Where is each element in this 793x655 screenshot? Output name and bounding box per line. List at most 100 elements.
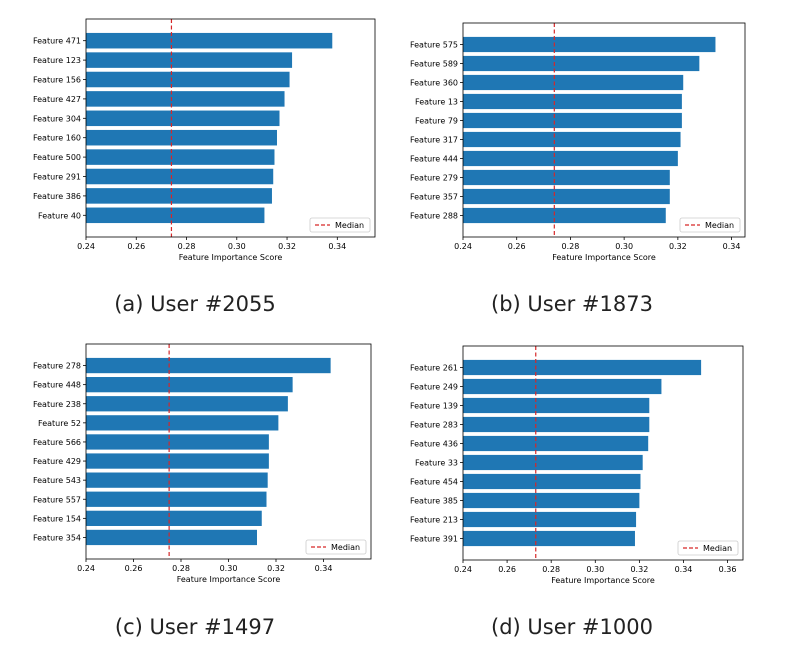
category-label-b-8: Feature 279 xyxy=(410,174,458,183)
bar-b-4 xyxy=(463,93,682,110)
legend-label-d: Median xyxy=(703,544,732,553)
xtick-label-d-3: 0.28 xyxy=(542,565,560,574)
bar-a-2 xyxy=(86,52,293,68)
bar-a-10 xyxy=(86,207,265,224)
category-label-a-10: Feature 40 xyxy=(38,211,81,220)
xtick-label-d-5: 0.32 xyxy=(630,565,648,574)
legend-label-a: Median xyxy=(335,221,364,230)
xaxis-label-d: Feature Importance Score xyxy=(551,576,655,585)
bar-d-1 xyxy=(463,359,702,376)
category-label-d-2: Feature 249 xyxy=(410,383,458,392)
bar-c-4 xyxy=(86,415,279,431)
xtick-label-b-4: 0.30 xyxy=(615,242,633,251)
category-label-a-6: Feature 160 xyxy=(33,134,81,143)
bar-d-10 xyxy=(463,530,635,547)
xtick-label-c-2: 0.26 xyxy=(125,564,143,573)
category-label-d-8: Feature 385 xyxy=(410,497,458,506)
category-label-b-6: Feature 317 xyxy=(410,136,458,145)
category-label-c-5: Feature 566 xyxy=(33,438,81,447)
category-label-d-1: Feature 261 xyxy=(410,364,458,373)
category-label-c-1: Feature 278 xyxy=(33,362,81,371)
xtick-label-d-1: 0.24 xyxy=(454,565,472,574)
category-label-b-4: Feature 13 xyxy=(415,98,458,107)
category-label-c-6: Feature 429 xyxy=(33,457,81,466)
xtick-label-c-3: 0.28 xyxy=(172,564,190,573)
bar-b-8 xyxy=(463,169,670,186)
xtick-label-d-6: 0.34 xyxy=(675,565,693,574)
xtick-label-b-2: 0.26 xyxy=(508,242,526,251)
bar-d-3 xyxy=(463,397,650,414)
xtick-label-a-4: 0.30 xyxy=(228,242,246,251)
bar-b-1 xyxy=(463,36,716,53)
xtick-label-c-6: 0.34 xyxy=(315,564,333,573)
xtick-label-a-1: 0.24 xyxy=(77,242,95,251)
axes-frame-a xyxy=(85,18,376,238)
category-label-a-9: Feature 386 xyxy=(33,192,81,201)
axes-frame-d xyxy=(462,345,744,561)
category-label-a-1: Feature 471 xyxy=(33,37,81,46)
bar-b-10 xyxy=(463,207,666,224)
category-label-a-7: Feature 500 xyxy=(33,153,81,162)
legend-box-b xyxy=(679,217,741,233)
xtick-label-b-1: 0.24 xyxy=(454,242,472,251)
bar-d-5 xyxy=(463,435,649,452)
bar-b-9 xyxy=(463,188,670,205)
category-label-d-10: Feature 391 xyxy=(410,535,458,544)
caption-a: (a) User #2055 xyxy=(114,292,276,316)
axes-frame-b xyxy=(462,22,746,238)
bar-a-1 xyxy=(86,32,333,49)
category-label-c-10: Feature 354 xyxy=(33,533,81,542)
bar-c-7 xyxy=(86,472,268,488)
legend-label-b: Median xyxy=(705,221,734,230)
xtick-label-b-3: 0.28 xyxy=(562,242,580,251)
category-label-d-5: Feature 436 xyxy=(410,440,458,449)
panel-a: Feature 471 Feature 123 Feature 156 Feature… xyxy=(33,18,376,262)
bar-c-2 xyxy=(86,377,293,393)
category-label-b-9: Feature 357 xyxy=(410,193,458,202)
bar-d-9 xyxy=(463,511,637,528)
category-label-a-8: Feature 291 xyxy=(33,173,81,182)
legend-box-a xyxy=(309,217,371,233)
caption-d: (d) User #1000 xyxy=(491,615,653,639)
bar-c-1 xyxy=(86,357,331,374)
bar-d-2 xyxy=(463,378,662,395)
panel-d: Feature 261 Feature 249 Feature 139 Feature… xyxy=(410,345,744,585)
xtick-label-d-7: 0.36 xyxy=(719,565,737,574)
xtick-label-d-2: 0.26 xyxy=(498,565,516,574)
category-label-d-4: Feature 283 xyxy=(410,421,458,430)
xaxis-label-c: Feature Importance Score xyxy=(177,575,281,584)
bar-c-8 xyxy=(86,491,267,507)
category-label-b-1: Feature 575 xyxy=(410,41,458,50)
category-label-c-7: Feature 543 xyxy=(33,476,81,485)
category-label-b-3: Feature 360 xyxy=(410,79,458,88)
category-label-a-3: Feature 156 xyxy=(33,76,81,85)
bar-c-9 xyxy=(86,510,262,526)
category-label-a-2: Feature 123 xyxy=(33,56,81,65)
bar-d-4 xyxy=(463,416,650,433)
bar-a-8 xyxy=(86,168,274,185)
category-label-c-4: Feature 52 xyxy=(38,419,81,428)
category-label-d-6: Feature 33 xyxy=(415,459,458,468)
bar-a-9 xyxy=(86,188,272,204)
category-label-c-8: Feature 557 xyxy=(33,495,81,504)
xaxis-label-b: Feature Importance Score xyxy=(552,253,656,262)
category-label-b-7: Feature 444 xyxy=(410,155,458,164)
panel-c: Feature 278 Feature 448 Feature 238 Feature… xyxy=(33,343,372,584)
category-label-a-4: Feature 427 xyxy=(33,95,81,104)
legend-label-c: Median xyxy=(331,543,360,552)
category-label-d-7: Feature 454 xyxy=(410,478,458,487)
panel-b: Feature 575 Feature 589 Feature 360 Feature… xyxy=(410,22,746,262)
bar-b-6 xyxy=(463,131,681,148)
caption-b: (b) User #1873 xyxy=(491,292,653,316)
xtick-label-c-1: 0.24 xyxy=(77,564,95,573)
bar-a-7 xyxy=(86,149,275,165)
legend-box-d xyxy=(677,540,739,556)
xtick-label-a-3: 0.28 xyxy=(178,242,196,251)
legend-box-c xyxy=(305,539,367,555)
category-label-b-10: Feature 288 xyxy=(410,212,458,221)
category-label-a-5: Feature 304 xyxy=(33,114,81,123)
xtick-label-a-2: 0.26 xyxy=(127,242,145,251)
bar-a-6 xyxy=(86,129,277,146)
xtick-label-a-5: 0.32 xyxy=(278,242,296,251)
